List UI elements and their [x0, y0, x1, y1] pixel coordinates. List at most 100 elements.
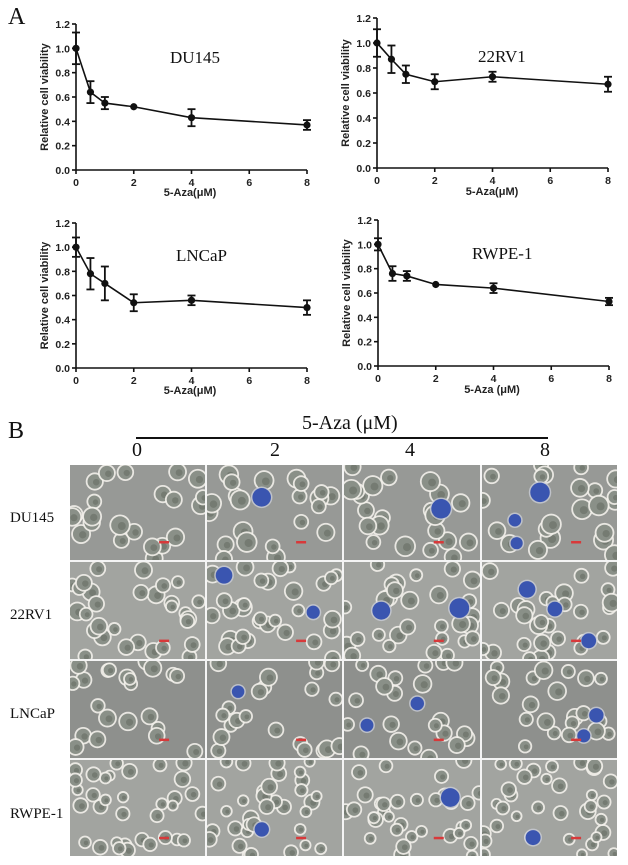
stained-cell: [525, 830, 541, 846]
micrograph-rwpe-1-8uM: [482, 760, 617, 856]
scale-bar: [296, 738, 307, 742]
concentration-label-4: 4: [405, 439, 415, 461]
x-tick-label: 0: [375, 373, 381, 385]
y-tick-label: 1.0: [55, 43, 70, 55]
scale-bar: [433, 639, 444, 643]
x-tick-label: 6: [246, 177, 252, 189]
x-tick-label: 2: [131, 375, 137, 387]
scale-bar: [296, 639, 307, 643]
chart-22rv1: 0.0 0.2 0.4 0.6 0.8 1.0 1.2 0 2 4 6 8 5-Aza(μM) Relat…: [0, 0, 628, 410]
data-point: [72, 243, 80, 251]
y-tick-label: 0.6: [55, 92, 70, 104]
cells: [207, 465, 341, 560]
x-axis-label: 5-Aza(μM): [164, 385, 217, 397]
micrograph-du145-2uM: [207, 465, 342, 560]
micrograph-lncap-2uM: [207, 661, 342, 758]
y-tick-label: 1.0: [357, 239, 372, 251]
y-tick-label: 1.2: [357, 215, 372, 227]
x-tick-label: 0: [73, 177, 79, 189]
data-point: [432, 280, 440, 289]
cells: [207, 760, 328, 856]
chart-rwpe1: 0.0 0.2 0.4 0.6 0.8 1.0 1.2 0 2 4 6 8 5-Aza (μM) Rela…: [0, 0, 628, 410]
x-tick-label: 2: [131, 177, 137, 189]
data-point: [403, 272, 411, 280]
concentration-label-8: 8: [540, 439, 550, 461]
x-tick-label: 8: [606, 373, 612, 385]
y-axis-label: Relative cell viability: [39, 42, 51, 150]
data-point: [101, 99, 109, 107]
micrograph-22rv1-4uM: [344, 562, 480, 659]
stained-cell: [530, 482, 550, 503]
chart-svg: 0.0 0.2 0.4 0.6 0.8 1.0 1.2 0 2 4 6 8 5-Aza(μM) Relat…: [340, 13, 612, 198]
x-tick-label: 2: [432, 175, 438, 187]
scale-bar: [296, 541, 307, 544]
y-tick-label: 1.2: [55, 218, 70, 230]
data-series: [374, 237, 613, 307]
x-tick-label: 4: [189, 375, 195, 387]
stained-cell: [254, 822, 269, 837]
chart-svg: 0.0 0.2 0.4 0.6 0.8 1.0 1.2 0 2 4 6 8 5-Aza(μM) Relat…: [39, 19, 311, 199]
y-tick-label: 0.4: [356, 113, 371, 125]
chart-title: DU145: [170, 48, 220, 67]
data-point: [388, 269, 397, 278]
stained-cell: [449, 598, 470, 618]
data-point: [402, 70, 410, 78]
cells: [209, 661, 342, 758]
y-tick-label: 0.8: [55, 68, 70, 80]
micrograph-lncap-8uM: [482, 661, 617, 758]
data-point: [130, 299, 138, 307]
scale-bar: [571, 541, 582, 544]
scale-bar: [159, 738, 170, 742]
concentration-label-2: 2: [270, 439, 280, 461]
panel-b-header-rule: [136, 437, 548, 439]
stained-cell: [510, 537, 523, 550]
x-tick-label: 4: [491, 373, 497, 385]
cells: [482, 562, 617, 659]
panel-b-header: 5-Aza (μM): [302, 412, 398, 434]
data-point: [604, 80, 612, 88]
y-tick-label: 0.0: [55, 165, 70, 177]
micrograph-22rv1-8uM: [482, 562, 617, 659]
stained-cell: [440, 788, 460, 807]
x-tick-label: 8: [304, 177, 310, 189]
y-tick-label: 1.2: [356, 13, 371, 25]
y-tick-label: 0.2: [356, 138, 371, 150]
row-label-rwpe1: RWPE-1: [10, 806, 64, 822]
micrograph-lncap-4uM: [344, 661, 480, 758]
data-point: [488, 73, 497, 81]
y-tick-label: 0.2: [55, 339, 70, 351]
y-tick-label: 0.0: [55, 363, 70, 375]
cells: [344, 760, 480, 856]
y-axis-label: Relative cell viability: [341, 238, 353, 346]
y-tick-label: 0.6: [357, 288, 372, 300]
stained-cell: [306, 605, 320, 619]
x-tick-label: 0: [374, 175, 380, 187]
scale-bar: [571, 639, 582, 643]
x-tick-label: 2: [433, 373, 439, 385]
x-tick-label: 8: [304, 375, 310, 387]
x-axis-label: 5-Aza (μM): [464, 384, 520, 396]
y-tick-label: 0.0: [357, 361, 372, 373]
cells: [70, 760, 205, 856]
chart-lncap: 0.0 0.2 0.4 0.6 0.8 1.0 1.2 0 2 4 6 8 5-Aza(μM) Relat…: [0, 0, 628, 410]
data-point: [187, 296, 196, 304]
scale-bar: [296, 836, 307, 840]
cells: [344, 661, 476, 758]
data-point: [489, 284, 498, 292]
scale-bar: [433, 738, 444, 742]
micrograph-du145-8uM: [482, 465, 617, 560]
chart-title: 22RV1: [478, 47, 526, 66]
data-point: [72, 44, 80, 52]
cells: [70, 465, 205, 560]
micrograph-rwpe-1-2uM: [207, 760, 342, 856]
y-tick-label: 0.8: [356, 63, 371, 75]
stained-cell: [589, 708, 604, 723]
x-tick-label: 6: [246, 375, 252, 387]
scale-bar: [433, 836, 444, 840]
micrograph-du145-0uM: [70, 465, 205, 560]
chart-title: LNCaP: [176, 246, 227, 265]
y-axis-label: Relative cell viability: [340, 38, 352, 146]
micrograph-rwpe-1-0uM: [70, 760, 205, 856]
data-point: [303, 303, 311, 312]
stained-cell: [410, 696, 424, 711]
